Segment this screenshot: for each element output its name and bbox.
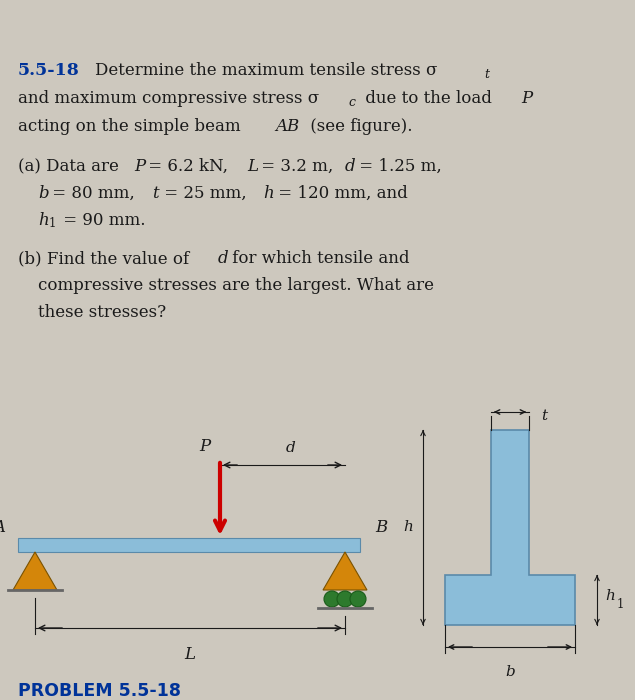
Text: AB: AB — [275, 118, 299, 135]
Text: d: d — [286, 441, 295, 455]
Text: t: t — [541, 409, 547, 423]
Text: = 1.25 m,: = 1.25 m, — [354, 158, 442, 175]
Text: c: c — [348, 96, 355, 109]
Polygon shape — [323, 552, 367, 590]
Text: = 120 mm, and: = 120 mm, and — [273, 185, 408, 202]
Text: and maximum compressive stress σ: and maximum compressive stress σ — [18, 90, 319, 107]
Text: Determine the maximum tensile stress σ: Determine the maximum tensile stress σ — [95, 62, 438, 79]
Text: L: L — [185, 646, 196, 663]
Text: A: A — [0, 519, 5, 536]
Text: h: h — [605, 589, 615, 603]
Text: acting on the simple beam: acting on the simple beam — [18, 118, 246, 135]
Text: h: h — [38, 212, 49, 229]
Text: h: h — [403, 520, 413, 534]
Text: (a) Data are: (a) Data are — [18, 158, 124, 175]
Text: (b) Find the value of: (b) Find the value of — [18, 250, 194, 267]
Text: P: P — [134, 158, 145, 175]
Text: compressive stresses are the largest. What are: compressive stresses are the largest. Wh… — [38, 277, 434, 294]
Text: d: d — [218, 250, 229, 267]
Polygon shape — [445, 430, 575, 625]
Text: 1: 1 — [49, 217, 57, 230]
Text: 5.5-18: 5.5-18 — [18, 62, 80, 79]
Circle shape — [350, 591, 366, 607]
Text: t: t — [484, 68, 489, 81]
Polygon shape — [13, 552, 57, 590]
Circle shape — [337, 591, 353, 607]
Text: P: P — [199, 438, 210, 455]
Text: t: t — [152, 185, 159, 202]
Text: L: L — [247, 158, 258, 175]
Text: h: h — [263, 185, 274, 202]
Text: for which tensile and: for which tensile and — [227, 250, 410, 267]
Bar — [18, 538, 360, 552]
Text: = 3.2 m,: = 3.2 m, — [256, 158, 338, 175]
Text: B: B — [375, 519, 387, 536]
Text: P: P — [521, 90, 532, 107]
Text: d: d — [345, 158, 356, 175]
Text: b: b — [505, 665, 515, 679]
Text: = 25 mm,: = 25 mm, — [159, 185, 252, 202]
Circle shape — [324, 591, 340, 607]
Text: = 90 mm.: = 90 mm. — [58, 212, 145, 229]
Text: (see figure).: (see figure). — [305, 118, 413, 135]
Text: due to the load: due to the load — [360, 90, 497, 107]
Text: these stresses?: these stresses? — [38, 304, 166, 321]
Text: 1: 1 — [617, 598, 624, 612]
Text: PROBLEM 5.5-18: PROBLEM 5.5-18 — [18, 682, 181, 700]
Text: = 80 mm,: = 80 mm, — [47, 185, 140, 202]
Text: b: b — [38, 185, 49, 202]
Text: = 6.2 kN,: = 6.2 kN, — [143, 158, 233, 175]
